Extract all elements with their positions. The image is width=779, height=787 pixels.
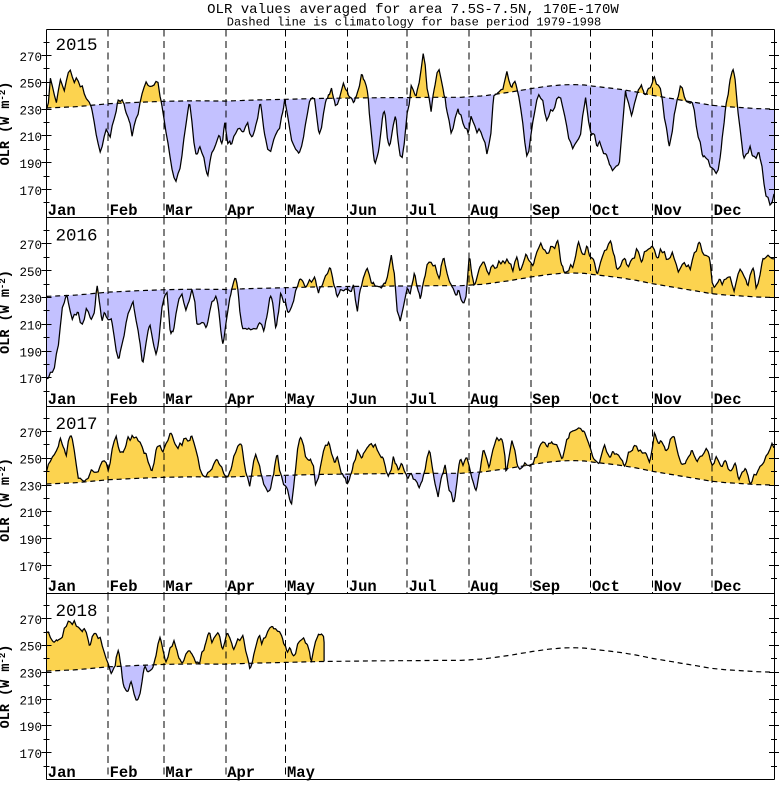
svg-text:Jun: Jun <box>349 391 377 409</box>
svg-text:May: May <box>287 391 315 409</box>
svg-text:250: 250 <box>19 454 42 468</box>
svg-text:Jan: Jan <box>48 578 76 596</box>
svg-text:Nov: Nov <box>654 578 683 596</box>
svg-text:Jan: Jan <box>48 391 76 409</box>
svg-text:Mar: Mar <box>165 202 193 220</box>
svg-text:May: May <box>287 578 315 596</box>
svg-text:250: 250 <box>19 641 42 655</box>
svg-text:Oct: Oct <box>592 202 620 220</box>
svg-text:May: May <box>287 202 315 220</box>
svg-text:270: 270 <box>19 614 42 628</box>
svg-text:210: 210 <box>19 507 42 521</box>
svg-text:270: 270 <box>19 51 42 65</box>
svg-text:OLR (W m-2): OLR (W m-2) <box>0 458 14 542</box>
svg-text:Sep: Sep <box>532 202 560 220</box>
svg-text:170: 170 <box>19 561 42 575</box>
svg-text:Aug: Aug <box>470 578 498 596</box>
svg-text:Feb: Feb <box>110 764 138 782</box>
svg-text:Apr: Apr <box>227 391 255 409</box>
svg-text:Oct: Oct <box>592 391 620 409</box>
svg-text:Apr: Apr <box>227 578 255 596</box>
svg-text:270: 270 <box>19 427 42 441</box>
svg-text:Jun: Jun <box>349 202 377 220</box>
svg-text:190: 190 <box>19 721 42 735</box>
svg-text:210: 210 <box>19 320 42 334</box>
svg-text:OLR (W m-2): OLR (W m-2) <box>0 82 14 166</box>
svg-text:Jan: Jan <box>48 202 76 220</box>
svg-text:Jul: Jul <box>409 391 437 409</box>
svg-text:Oct: Oct <box>592 578 620 596</box>
svg-text:170: 170 <box>19 373 42 387</box>
svg-text:250: 250 <box>19 78 42 92</box>
svg-text:Sep: Sep <box>532 578 560 596</box>
svg-text:Feb: Feb <box>110 391 138 409</box>
svg-text:170: 170 <box>19 185 42 199</box>
svg-text:Mar: Mar <box>165 764 193 782</box>
svg-text:2017: 2017 <box>56 415 98 435</box>
svg-text:Mar: Mar <box>165 391 193 409</box>
svg-text:250: 250 <box>19 266 42 280</box>
svg-text:Aug: Aug <box>470 391 498 409</box>
svg-text:2018: 2018 <box>56 602 98 622</box>
svg-text:2016: 2016 <box>56 226 98 246</box>
svg-text:Jun: Jun <box>349 578 377 596</box>
svg-text:Jul: Jul <box>409 202 437 220</box>
svg-text:Apr: Apr <box>227 764 255 782</box>
svg-text:Dec: Dec <box>714 202 742 220</box>
svg-text:Jan: Jan <box>48 764 76 782</box>
svg-text:270: 270 <box>19 239 42 253</box>
svg-text:190: 190 <box>19 534 42 548</box>
svg-text:Dashed line is climatology for: Dashed line is climatology for base peri… <box>227 16 601 30</box>
svg-text:210: 210 <box>19 694 42 708</box>
svg-text:Apr: Apr <box>227 202 255 220</box>
svg-text:Nov: Nov <box>654 202 683 220</box>
svg-text:230: 230 <box>19 480 42 494</box>
svg-text:OLR (W m-2): OLR (W m-2) <box>0 645 14 729</box>
svg-text:Feb: Feb <box>110 202 138 220</box>
svg-text:Dec: Dec <box>714 578 742 596</box>
svg-text:2015: 2015 <box>56 36 98 56</box>
svg-text:Mar: Mar <box>165 578 193 596</box>
svg-text:OLR values averaged for area 7: OLR values averaged for area 7.5S-7.5N, … <box>207 2 619 18</box>
svg-text:210: 210 <box>19 131 42 145</box>
svg-text:Nov: Nov <box>654 391 683 409</box>
svg-text:230: 230 <box>19 668 42 682</box>
svg-text:Dec: Dec <box>714 391 742 409</box>
svg-text:Jul: Jul <box>409 578 437 596</box>
svg-text:Aug: Aug <box>470 202 498 220</box>
svg-text:190: 190 <box>19 346 42 360</box>
svg-text:OLR (W m-2): OLR (W m-2) <box>0 270 14 354</box>
svg-text:Sep: Sep <box>532 391 560 409</box>
svg-text:Feb: Feb <box>110 578 138 596</box>
svg-text:May: May <box>287 764 315 782</box>
svg-text:170: 170 <box>19 748 42 762</box>
svg-text:190: 190 <box>19 158 42 172</box>
svg-text:230: 230 <box>19 104 42 118</box>
svg-text:230: 230 <box>19 293 42 307</box>
